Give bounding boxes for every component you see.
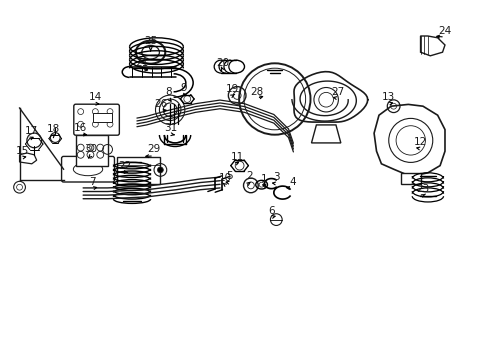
Text: 16: 16 — [74, 123, 87, 133]
Polygon shape — [20, 153, 37, 164]
Text: 23: 23 — [415, 184, 429, 194]
Polygon shape — [373, 104, 444, 176]
Circle shape — [92, 109, 98, 114]
Text: 25: 25 — [143, 36, 157, 46]
Bar — [76, 135, 107, 166]
Text: 3: 3 — [272, 172, 279, 182]
Text: 11: 11 — [230, 152, 244, 162]
Circle shape — [92, 121, 98, 127]
Circle shape — [107, 121, 113, 127]
Text: 9: 9 — [180, 83, 186, 93]
Text: 10: 10 — [218, 173, 231, 183]
Text: 22: 22 — [118, 161, 131, 171]
Text: 4: 4 — [288, 177, 295, 187]
Circle shape — [78, 109, 83, 114]
Text: 5: 5 — [226, 171, 233, 181]
Text: 7: 7 — [89, 177, 96, 187]
Text: 27: 27 — [330, 87, 344, 97]
Text: 15: 15 — [15, 146, 29, 156]
Text: 8: 8 — [165, 87, 172, 97]
Text: 24: 24 — [437, 26, 451, 36]
Ellipse shape — [142, 45, 159, 59]
FancyBboxPatch shape — [61, 156, 114, 182]
Text: 19: 19 — [225, 84, 239, 94]
Bar — [93, 113, 112, 122]
Text: 12: 12 — [413, 137, 427, 147]
Text: 26: 26 — [154, 99, 168, 109]
Text: 18: 18 — [47, 124, 61, 134]
Text: 1: 1 — [260, 174, 267, 184]
Polygon shape — [420, 36, 444, 56]
Text: 14: 14 — [88, 92, 102, 102]
Text: 21: 21 — [135, 58, 148, 68]
Circle shape — [157, 167, 163, 173]
Text: 2: 2 — [245, 171, 252, 181]
Text: 31: 31 — [164, 123, 178, 133]
Text: 28: 28 — [249, 87, 263, 97]
Text: 30: 30 — [84, 144, 97, 154]
Ellipse shape — [136, 41, 165, 64]
Text: 13: 13 — [381, 92, 395, 102]
Polygon shape — [400, 173, 420, 184]
Text: 17: 17 — [25, 126, 39, 136]
FancyBboxPatch shape — [74, 104, 119, 135]
Text: 29: 29 — [147, 144, 161, 154]
Polygon shape — [311, 125, 340, 143]
Circle shape — [78, 121, 83, 127]
Text: 20: 20 — [216, 58, 228, 68]
Bar — [117, 157, 160, 184]
Text: 6: 6 — [267, 206, 274, 216]
Circle shape — [107, 109, 113, 114]
